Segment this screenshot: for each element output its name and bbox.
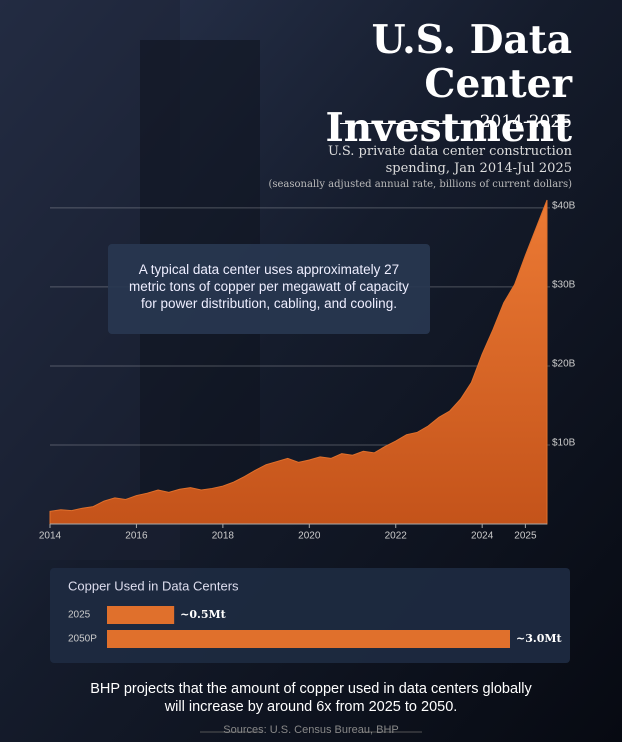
period: 2014-2025 (479, 112, 572, 132)
bar (107, 630, 510, 648)
x-tick-label: 2020 (298, 531, 321, 542)
subtitle: U.S. private data center construction sp… (327, 144, 572, 176)
x-tick-label: 2024 (471, 531, 494, 542)
x-tick-label: 2025 (514, 531, 537, 542)
y-tick-label: 2025 (68, 610, 91, 621)
note: (seasonally adjusted annual rate, billio… (268, 179, 572, 190)
annotation: A typical data center uses approximately… (108, 244, 430, 334)
y-tick-label: $40B (552, 201, 576, 212)
y-tick-label: $30B (552, 280, 576, 291)
x-tick-label: 2014 (39, 531, 62, 542)
x-tick-label: 2016 (125, 531, 148, 542)
x-tick-label: 2018 (212, 531, 235, 542)
bar (107, 606, 175, 624)
value-label: ~3.0Mt (516, 632, 563, 645)
y-tick-label: $20B (552, 359, 576, 370)
y-tick-label: $10B (552, 438, 576, 449)
footer: BHP projects that the amount of copper u… (90, 681, 532, 715)
x-tick-label: 2022 (385, 531, 408, 542)
y-tick-label: 2050P (68, 634, 97, 645)
value-label: ~0.5Mt (180, 608, 227, 621)
bar-title: Copper Used in Data Centers (68, 578, 239, 593)
rule (340, 123, 466, 124)
title: U.S. Data Center Investment (325, 17, 573, 151)
source: Sources: U.S. Census Bureau, BHP (223, 724, 399, 736)
area (49, 199, 548, 525)
